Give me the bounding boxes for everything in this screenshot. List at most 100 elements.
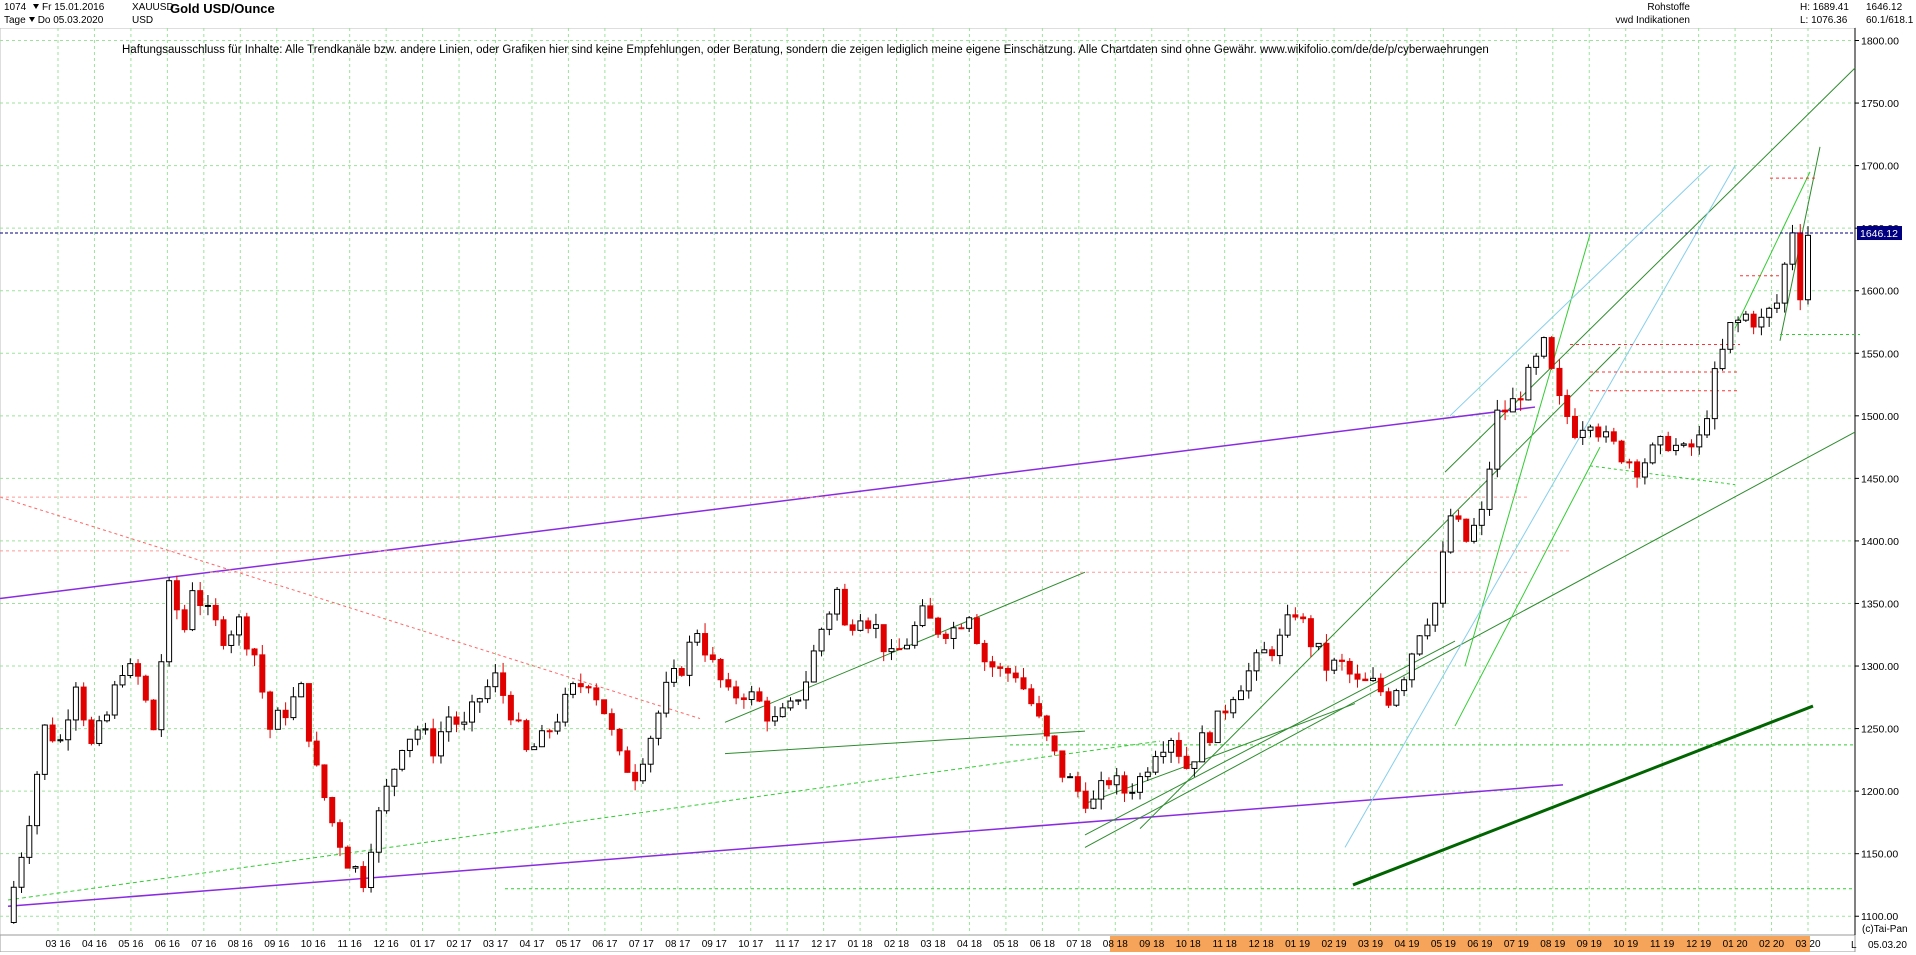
candle-body — [1051, 735, 1058, 752]
candle-body — [880, 624, 887, 653]
candle-body — [1067, 776, 1074, 779]
candle-body — [383, 785, 390, 812]
trend-line — [1464, 234, 1591, 667]
x-tick-label: 06 19 — [1467, 939, 1492, 950]
candle-body — [1362, 678, 1369, 682]
candle-body — [1082, 790, 1089, 809]
candle-body — [663, 681, 670, 714]
candle-body — [1098, 780, 1105, 800]
candle-body — [1230, 699, 1237, 714]
trend-line — [7, 784, 1564, 907]
candle-body — [826, 613, 833, 630]
candle-body — [1004, 667, 1011, 674]
candle-body — [872, 624, 879, 629]
candle-body — [1385, 691, 1392, 706]
x-tick-label: 02 20 — [1759, 939, 1784, 950]
candle-body — [1766, 307, 1773, 318]
candle-body — [1307, 618, 1314, 648]
candle-body — [1168, 740, 1175, 753]
candle-body — [1432, 602, 1439, 626]
candle-body — [1797, 232, 1804, 301]
trend-line — [1352, 704, 1814, 887]
candle-body — [1028, 688, 1035, 705]
candle-body — [1478, 508, 1485, 526]
candle-body — [1237, 690, 1244, 701]
candle-body — [523, 720, 530, 751]
candle-body — [1191, 761, 1198, 769]
x-tick-label: 03 20 — [1795, 939, 1820, 950]
candle-body — [1789, 232, 1796, 265]
candle-body — [1704, 418, 1711, 436]
candle-body — [18, 856, 25, 888]
y-tick-label: 1400.00 — [1861, 536, 1899, 548]
candle-body — [422, 728, 429, 731]
candle-body — [158, 661, 165, 731]
candle-body — [360, 866, 367, 889]
candle-body — [1672, 444, 1679, 452]
candle-body — [368, 851, 375, 889]
bar-count: 1074 — [4, 2, 27, 13]
candle-body — [1354, 673, 1361, 680]
candle-body — [1540, 337, 1547, 357]
chart-title: Gold USD/Ounce — [170, 1, 275, 16]
period-dropdown[interactable]: Tage Do 05.03.2020 — [4, 15, 103, 27]
candle-body — [57, 739, 64, 742]
x-tick-label: 04 19 — [1394, 939, 1419, 950]
candle-body — [1346, 660, 1353, 675]
y-tick-label: 1100.00 — [1861, 911, 1898, 923]
candle-body — [1105, 780, 1112, 786]
candle-body — [1750, 313, 1757, 328]
candle-body — [616, 728, 623, 752]
x-tick-label: 07 16 — [191, 939, 216, 950]
candle-body — [1222, 710, 1229, 714]
trend-line — [1449, 165, 1711, 417]
end-date: 05.03.20 — [1868, 940, 1907, 951]
candle-body — [204, 604, 211, 607]
candle-body — [1618, 440, 1625, 463]
candles — [10, 224, 1811, 924]
candle-body — [1261, 649, 1268, 654]
candle-body — [632, 771, 639, 782]
date-from-dropdown[interactable]: Fr 15.01.2016 — [30, 2, 104, 14]
candle-body — [1323, 642, 1330, 671]
candle-body — [834, 588, 841, 615]
x-tick-label: 09 19 — [1577, 939, 1602, 950]
x-tick-label: 09 18 — [1139, 939, 1164, 950]
x-tick-label: 10 16 — [301, 939, 326, 950]
candle-body — [1447, 515, 1454, 553]
candle-body — [135, 663, 142, 677]
candle-body — [1175, 740, 1182, 757]
candle-body — [336, 822, 343, 848]
trend-line — [1589, 465, 1736, 486]
candle-body — [1439, 551, 1446, 604]
candle-body — [166, 580, 173, 663]
chevron-down-icon — [33, 4, 39, 10]
candle-body — [1641, 462, 1648, 478]
candle-body — [1649, 444, 1656, 464]
candle-body — [507, 694, 514, 721]
candle-body — [1657, 435, 1664, 446]
x-tick-label: 10 17 — [738, 939, 763, 950]
candle-body — [41, 724, 48, 775]
candle-body — [904, 644, 910, 650]
x-tick-label: 07 17 — [629, 939, 654, 950]
candle-body — [290, 696, 297, 719]
x-tick-label: 08 19 — [1540, 939, 1565, 950]
candle-body — [1292, 614, 1299, 618]
candle-body — [1548, 337, 1555, 369]
candle-body — [1758, 316, 1765, 328]
candle-body — [220, 619, 227, 646]
candle-body — [26, 825, 33, 858]
candle-body — [1090, 798, 1097, 809]
candle-body — [461, 721, 468, 725]
candle-body — [173, 580, 180, 611]
y-tick-label: 1350.00 — [1861, 598, 1899, 610]
candle-body — [756, 691, 763, 702]
x-tick-label: 01 17 — [410, 939, 435, 950]
candle-body — [950, 627, 957, 639]
candle-body — [1603, 431, 1610, 438]
date-from: Fr 15.01.2016 — [42, 2, 105, 13]
x-tick-label: 04 17 — [519, 939, 544, 950]
candle-body — [1463, 518, 1470, 542]
